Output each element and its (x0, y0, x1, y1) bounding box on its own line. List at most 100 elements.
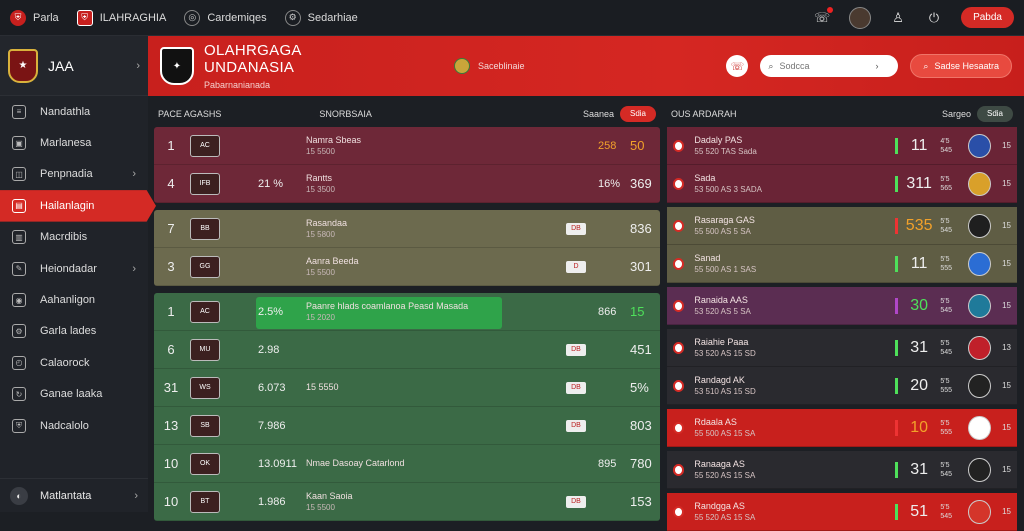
sidebar-item[interactable]: ▥ Macrdibis (0, 222, 148, 253)
search-input[interactable] (779, 61, 870, 71)
team-crest-icon (968, 251, 991, 276)
notification-icon[interactable]: ☏ (813, 6, 834, 27)
profile-icon[interactable]: ♙ (892, 9, 904, 25)
points-bottom: 545 (940, 226, 953, 234)
team-crest-icon (968, 415, 991, 440)
fixture-name: Rasaraga GAS 55 500 AS 5 SA (694, 215, 805, 237)
fixture-row[interactable]: Randagd AK 53 510 AS 15 SD 20 5'5 555 15 (667, 367, 1017, 405)
form-bar (895, 339, 898, 356)
fixture-row[interactable]: Randgga AS 55 520 AS 15 SA 51 5'5 545 15 (667, 493, 1017, 531)
row-name: 15 5550 (306, 382, 566, 393)
fixture-title: Ranaida AAS (694, 294, 748, 305)
sort-control[interactable]: Sargeo Sdia (941, 105, 1013, 122)
row-rank: 3 (167, 259, 175, 274)
fixture-row[interactable]: Ranaida AAS 53 520 AS 5 SA 30 5'5 545 15 (667, 287, 1017, 325)
team-crest-icon: SB (190, 414, 220, 437)
notification-dot (827, 6, 834, 13)
topbar-cta-button[interactable]: Pabda (961, 7, 1014, 28)
sidebar-item[interactable]: ◉ Aahanligon (0, 284, 148, 315)
row-score: 301 (630, 259, 652, 274)
sidebar-item[interactable]: ↻ Ganae laaka (0, 379, 148, 410)
table-row[interactable]: 13 SB 7.986 DB 803 (154, 407, 660, 445)
sidebar-item[interactable]: ⚙ Garla lades (0, 316, 148, 347)
search-box[interactable]: ⌕ › (760, 55, 899, 77)
fixture-points: 4'5 545 (940, 137, 964, 155)
sort-control[interactable]: Saanea Sdia (583, 105, 656, 122)
table-row[interactable]: 10 BT 1.986 Kaan Saoia 15 5500 DB 153 (154, 483, 660, 521)
sidebar-item[interactable]: ◴ Calaorock (0, 347, 148, 378)
fixture-extra: 13 (1002, 343, 1012, 352)
team-crest-icon (968, 133, 991, 158)
table-row[interactable]: 3 GG Aanra Beeda 15 5500 D 301 (154, 248, 660, 286)
sidebar-item[interactable]: ▣ Marlanesa (0, 127, 148, 158)
sort-label: Sargeo (941, 108, 971, 119)
topnav-label: Sedarhiae (307, 11, 358, 24)
team-name: Rantts (306, 172, 333, 183)
fixture-score: 20 (910, 376, 929, 394)
match-tag: DB (566, 419, 586, 432)
row-name: Namra Sbeas 15 5500 (306, 135, 598, 157)
table-row[interactable]: 31 WS 6.073 15 5550 DB 5% (154, 369, 660, 407)
fixture-title: Ranaaga AS (694, 458, 745, 469)
menu-icon: ▤ (12, 198, 26, 213)
table-row[interactable]: 10 OK 13.0911 Nmae Dasoay Catarlond 895 780 (154, 445, 660, 483)
topnav-item-1[interactable]: ⛨ ILAHRAGHIA (76, 9, 166, 26)
row-value: 895 (598, 457, 617, 470)
topnav-item-3[interactable]: ⚙ Sedarhiae (284, 9, 358, 26)
chevron-right-icon: › (132, 262, 136, 275)
sidebar-menu: ≡ Nandathla ▣ Marlanesa ◫ Penpnadia › ▤ Hailanla… (0, 96, 156, 441)
row-value: 258 (598, 139, 617, 152)
points-bottom: 555 (940, 264, 953, 272)
table-row[interactable]: 6 MU 2.98 DB 451 (154, 331, 660, 369)
power-icon[interactable]: ⏻ (928, 9, 940, 25)
team-badge-icon (673, 379, 685, 392)
sidebar-header[interactable]: ★ JAA › (0, 36, 148, 96)
points-top: 5'5 (940, 297, 950, 305)
table-row[interactable]: 1 AC 2.5% Paanre hlads coamlanoa Peasd Masa… (154, 293, 660, 331)
table-row[interactable]: 1 AC Namra Sbeas 15 5500 258 50 (154, 127, 660, 165)
fixture-name: Randagd AK 53 510 AS 15 SD (694, 375, 805, 397)
sidebar-item[interactable]: ◫ Penpnadia › (0, 159, 148, 190)
column-header: PACE AGASHS (158, 108, 222, 119)
avatar[interactable] (849, 6, 872, 29)
fixtures-header: OUS ARDARAH Sargeo Sdia (667, 100, 1017, 127)
sidebar-item[interactable]: ▤ Hailanlagin (0, 190, 156, 222)
fixture-title: Sada (694, 172, 716, 183)
sort-dropdown[interactable]: Sdia (619, 105, 656, 122)
fixture-row[interactable]: Raiahie Paaa 53 520 AS 15 SD 31 5'5 545 13 (667, 329, 1017, 367)
banner-action-button[interactable]: ⌕ Sadse Hesaatra (910, 54, 1012, 78)
sort-dropdown[interactable]: Sdia (976, 105, 1013, 122)
fixture-title: Raiahie Paaa (694, 336, 749, 347)
fixture-subtext: 53 520 AS 15 SD (694, 348, 756, 358)
points-bottom: 555 (940, 386, 953, 394)
team-subtext: 15 5500 (306, 146, 335, 156)
team-name: Kaan Saoia (306, 490, 353, 501)
fixture-row[interactable]: Sanad 55 500 AS 1 SAS 11 5'5 555 15 (667, 245, 1017, 283)
team-badge-icon (673, 299, 685, 312)
topnav-item-2[interactable]: ◎ Cardemiqes (184, 9, 267, 26)
fixture-row[interactable]: Rasaraga GAS 55 500 AS 5 SA 535 5'5 545 15 (667, 207, 1017, 245)
team-name: Namra Sbeas (306, 134, 362, 145)
menu-icon: ≡ (12, 104, 26, 119)
sidebar-item[interactable]: ✎ Heiondadar › (0, 253, 148, 284)
team-crest-icon: OK (190, 452, 220, 475)
sidebar-item-label: Calaorock (40, 356, 90, 369)
fixture-row[interactable]: Sada 53 500 AS 3 SADA 311 5'5 565 15 (667, 165, 1017, 203)
row-percent: 6.073 (258, 381, 286, 394)
fixture-row[interactable]: Ranaaga AS 55 520 AS 15 SA 31 5'5 545 15 (667, 451, 1017, 489)
table-row[interactable]: 7 BB Rasandaa 15 5800 DB 836 (154, 210, 660, 248)
points-bottom: 545 (940, 512, 953, 520)
team-subtext: 15 5800 (306, 229, 335, 239)
sidebar-item-label: Nadcalolo (40, 419, 89, 432)
sidebar-item[interactable]: ≡ Nandathla (0, 96, 148, 127)
fixture-subtext: 53 510 AS 15 SD (694, 386, 756, 396)
phone-icon[interactable]: ☏ (726, 55, 749, 77)
table-row[interactable]: 4 IFB 21 % Rantts 15 3500 16% 369 (154, 165, 660, 203)
fixture-row[interactable]: Dadaly PAS 55 520 TAS Sada 11 4'5 545 15 (667, 127, 1017, 165)
sidebar-footer[interactable]: ◐ Matlantata › (0, 478, 148, 512)
topnav-item-0[interactable]: ⛨ Parla (10, 9, 59, 26)
fixture-row[interactable]: Rdaala AS 55 500 AS 15 SA 10 5'5 555 15 (667, 409, 1017, 447)
sidebar-item[interactable]: ⛨ Nadcalolo (0, 410, 148, 441)
points-top: 5'5 (940, 419, 950, 427)
row-value: 866 (598, 305, 617, 318)
